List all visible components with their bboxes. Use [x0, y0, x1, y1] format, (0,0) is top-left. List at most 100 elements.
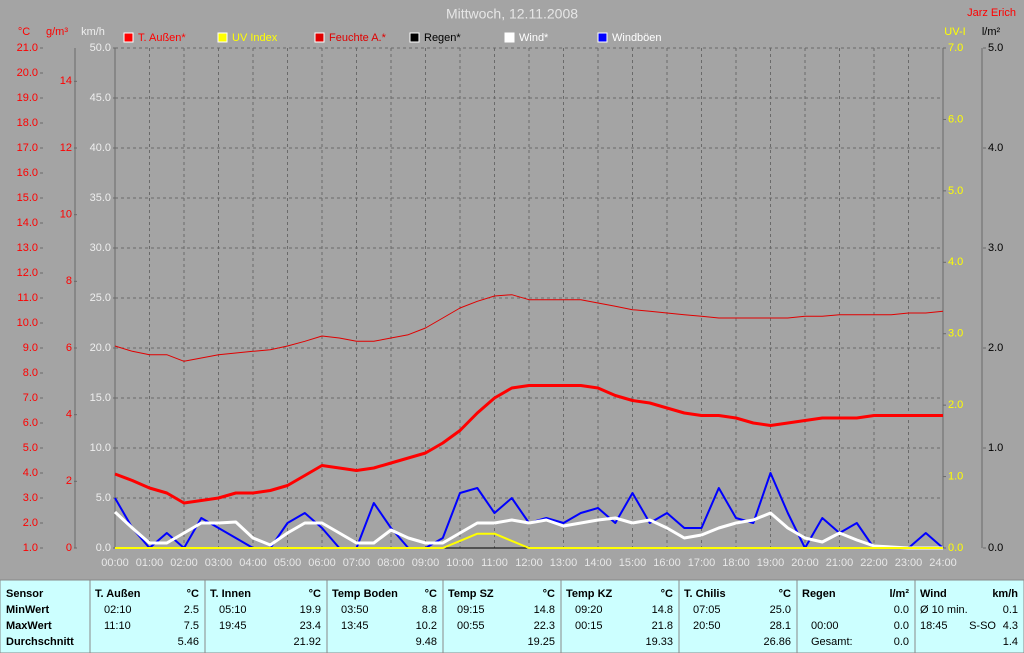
y-tick-label: 8.0 — [23, 367, 38, 379]
series-line — [114, 384, 943, 505]
background — [0, 0, 1024, 580]
y-tick-label: 0 — [66, 542, 72, 554]
x-tick-label: 16:00 — [653, 557, 681, 569]
y-tick-label: 3.0 — [948, 328, 963, 340]
x-tick-label: 13:00 — [550, 557, 578, 569]
table-cell: 4.3 — [1003, 620, 1018, 632]
x-tick-label: 21:00 — [826, 557, 854, 569]
legend-label: T. Außen* — [138, 32, 186, 44]
x-tick-label: 11:00 — [481, 557, 508, 569]
table-cell: 11:10 — [104, 620, 131, 632]
x-tick-label: 02:00 — [170, 557, 198, 569]
y-tick-label: 5.0 — [988, 42, 1003, 54]
x-tick-label: 22:00 — [860, 557, 888, 569]
column-header: Temp SZ — [448, 588, 494, 600]
y-tick-label: 14 — [60, 75, 72, 87]
table-cell: 0.0 — [894, 604, 909, 616]
column-header: Regen — [802, 588, 836, 600]
y-tick-label: 10 — [60, 209, 72, 221]
table-cell: 21.92 — [293, 636, 321, 648]
y-tick-label: 6 — [66, 342, 72, 354]
x-tick-label: 17:00 — [688, 557, 716, 569]
column-unit: °C — [661, 588, 673, 600]
y-tick-label: 2.0 — [948, 399, 963, 411]
table-cell: 2.5 — [184, 604, 199, 616]
y-tick-label: 2.0 — [988, 342, 1003, 354]
y-tick-label: 2 — [66, 475, 72, 487]
legend-swatch — [123, 32, 134, 43]
column-header: Temp Boden — [332, 588, 398, 600]
column-unit: °C — [779, 588, 791, 600]
table-cell: 19.33 — [645, 636, 673, 648]
x-tick-label: 20:00 — [791, 557, 819, 569]
chart-title: Mittwoch, 12.11.2008 — [446, 6, 578, 22]
y-tick-label: 14.0 — [17, 217, 38, 229]
y-tick-label: 9.0 — [23, 342, 38, 354]
x-tick-label: 18:00 — [722, 557, 750, 569]
y-tick-label: 0.0 — [96, 542, 111, 554]
table-cell: 14.8 — [652, 604, 673, 616]
y-tick-label: 7.0 — [948, 42, 963, 54]
table-cell: 18:45 — [920, 620, 948, 632]
y-tick-label: 50.0 — [90, 42, 111, 54]
table-cell: 09:15 — [457, 604, 485, 616]
y-tick-label: 25.0 — [90, 292, 111, 304]
x-tick-label: 05:00 — [274, 557, 302, 569]
column-unit: °C — [425, 588, 437, 600]
y-tick-label: 4.0 — [23, 467, 38, 479]
legend-swatch — [217, 32, 228, 43]
column-header: T. Innen — [210, 588, 251, 600]
table-cell: 25.0 — [770, 604, 791, 616]
row-label: MaxWert — [6, 620, 52, 632]
x-tick-label: 15:00 — [619, 557, 647, 569]
row-label: MinWert — [6, 604, 50, 616]
x-tick-label: 23:00 — [895, 557, 923, 569]
y-tick-label: 4.0 — [948, 256, 963, 268]
y-tick-label: 11.0 — [17, 292, 38, 304]
table-cell: 9.48 — [416, 636, 437, 648]
x-tick-label: 03:00 — [205, 557, 233, 569]
y-tick-label: 10.0 — [17, 317, 38, 329]
table-cell: 00:15 — [575, 620, 603, 632]
axis-title: km/h — [81, 26, 105, 38]
y-tick-label: 5.0 — [96, 492, 111, 504]
table-cell: 7.5 — [184, 620, 199, 632]
y-tick-label: 6.0 — [948, 113, 963, 125]
x-tick-label: 08:00 — [377, 557, 405, 569]
y-tick-label: 15.0 — [90, 392, 111, 404]
table-cell: 0.0 — [894, 636, 909, 648]
x-tick-label: 19:00 — [757, 557, 785, 569]
row-label: Durchschnitt — [6, 636, 74, 648]
y-tick-label: 0.0 — [948, 542, 963, 554]
table-cell: 1.4 — [1003, 636, 1018, 648]
summary-table: Sensor MinWert MaxWert Durchschnitt T. Außen… — [0, 579, 1024, 653]
y-tick-label: 30.0 — [90, 242, 111, 254]
x-tick-label: 00:00 — [101, 557, 129, 569]
x-tick-label: 09:00 — [412, 557, 440, 569]
legend-swatch — [597, 32, 608, 43]
legend-swatch — [409, 32, 420, 43]
y-tick-label: 5.0 — [23, 442, 38, 454]
column-header: Temp KZ — [566, 588, 613, 600]
axis-title: g/m³ — [46, 26, 68, 38]
legend-label: Windböen — [612, 32, 662, 44]
y-tick-label: 1.0 — [23, 542, 38, 554]
table-cell: 19:45 — [219, 620, 247, 632]
y-tick-label: 0.0 — [988, 542, 1003, 554]
table-cell: 14.8 — [534, 604, 555, 616]
table-cell: Gesamt: — [811, 636, 853, 648]
y-tick-label: 35.0 — [90, 192, 111, 204]
column-unit: °C — [543, 588, 555, 600]
y-tick-label: 3.0 — [988, 242, 1003, 254]
y-tick-label: 2.0 — [23, 517, 38, 529]
table-cell: 10.2 — [416, 620, 437, 632]
y-tick-label: 40.0 — [90, 142, 111, 154]
y-tick-label: 17.0 — [17, 142, 38, 154]
axis-title: l/m² — [982, 26, 1001, 38]
table-cell: 28.1 — [770, 620, 791, 632]
table-cell: 02:10 — [104, 604, 132, 616]
x-tick-label: 12:00 — [515, 557, 543, 569]
table-cell: S-SO — [969, 620, 996, 632]
y-tick-label: 1.0 — [988, 442, 1003, 454]
